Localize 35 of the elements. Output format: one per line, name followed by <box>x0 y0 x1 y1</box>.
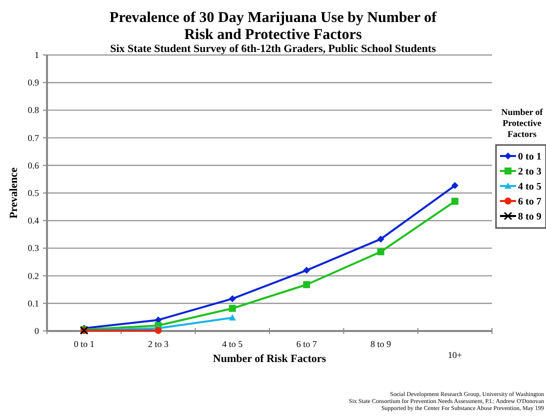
legend-title: Number of Protective Factors <box>501 107 544 139</box>
y-tick-label: 0.3 <box>28 243 40 254</box>
x-axis-title: Number of Risk Factors <box>212 353 327 365</box>
point <box>303 266 310 274</box>
chart-subtitle: Six State Student Survey of 6th-12th Graders, Public School Students <box>110 43 437 55</box>
x-tick-label: 2 to 3 <box>148 339 169 349</box>
legend-label: 8 to 9 <box>518 212 542 222</box>
point <box>451 182 458 190</box>
point <box>377 248 384 256</box>
y-tick-label: 0.5 <box>28 188 40 198</box>
x-tick-label: 10+ <box>448 350 462 360</box>
y-axis-title: Prevalence <box>8 167 20 219</box>
x-tick-label: 6 to 7 <box>296 339 318 349</box>
y-tick-label: 0.7 <box>28 132 40 143</box>
y-tick-label: 0.4 <box>28 216 40 226</box>
y-tick-label: 0.2 <box>28 270 39 281</box>
chart-title: Prevalence of 30 Day Marijuana Use by Number of Risk and Protective Factors <box>110 10 438 43</box>
y-tick-label: 0.9 <box>28 78 40 88</box>
y-tick-label: 0 <box>34 326 40 336</box>
point <box>377 236 384 243</box>
y-tick-label: 0.6 <box>28 160 40 170</box>
y-tick-label: 1 <box>34 50 39 60</box>
y-tick-label: 0.1 <box>28 298 39 308</box>
point <box>303 281 310 288</box>
legend-label: 2 to 3 <box>518 166 542 178</box>
point <box>228 304 236 312</box>
x-tick-label: 0 to 1 <box>74 339 94 349</box>
legend-label: 6 to 7 <box>518 196 542 208</box>
point <box>451 198 458 205</box>
legend-label: 4 to 5 <box>518 182 542 192</box>
legend-label: 0 to 1 <box>518 152 542 162</box>
y-tick-label: 0.8 <box>28 105 40 116</box>
x-tick-label: 8 to 9 <box>370 339 392 349</box>
point <box>228 295 236 302</box>
x-tick-label: 4 to 5 <box>222 339 244 349</box>
